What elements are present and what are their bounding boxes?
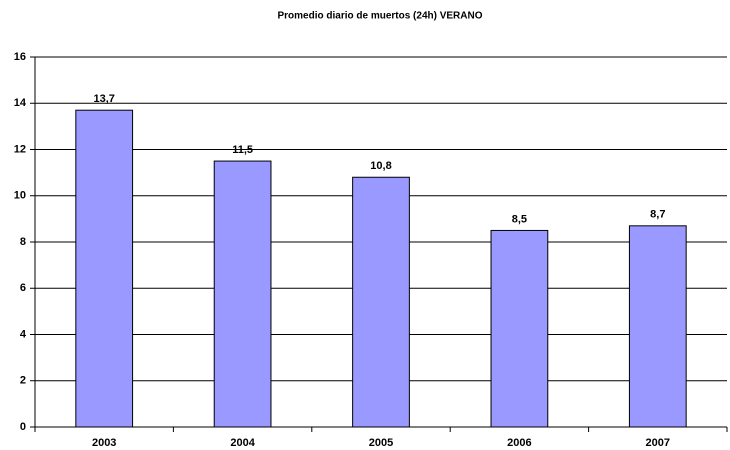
x-tick-label: 2003 (92, 437, 116, 449)
x-tick-label: 2004 (230, 437, 255, 449)
x-tick-label: 2005 (369, 437, 393, 449)
x-tick-label: 2007 (646, 437, 670, 449)
y-tick-label: 8 (20, 236, 26, 248)
value-label: 11,5 (232, 144, 253, 156)
bar (628, 225, 687, 428)
value-label: 13,7 (93, 93, 114, 105)
bar (352, 176, 410, 428)
value-label: 8,7 (650, 209, 665, 221)
y-tick-label: 16 (14, 51, 26, 63)
y-tick-label: 4 (20, 328, 27, 340)
x-tick-label: 2006 (507, 437, 531, 449)
value-label: 10,8 (370, 160, 391, 172)
y-tick-label: 0 (20, 421, 26, 433)
bar (490, 229, 549, 428)
y-tick-label: 10 (14, 190, 26, 202)
bar (75, 109, 134, 428)
y-tick-label: 12 (14, 143, 26, 155)
chart-title: Promedio diario de muertos (24h) VERANO (277, 11, 482, 22)
y-tick-label: 14 (14, 97, 27, 109)
bar (213, 160, 272, 428)
y-tick-label: 6 (20, 282, 26, 294)
y-tick-label: 2 (20, 375, 26, 387)
value-label: 8,5 (512, 213, 527, 225)
